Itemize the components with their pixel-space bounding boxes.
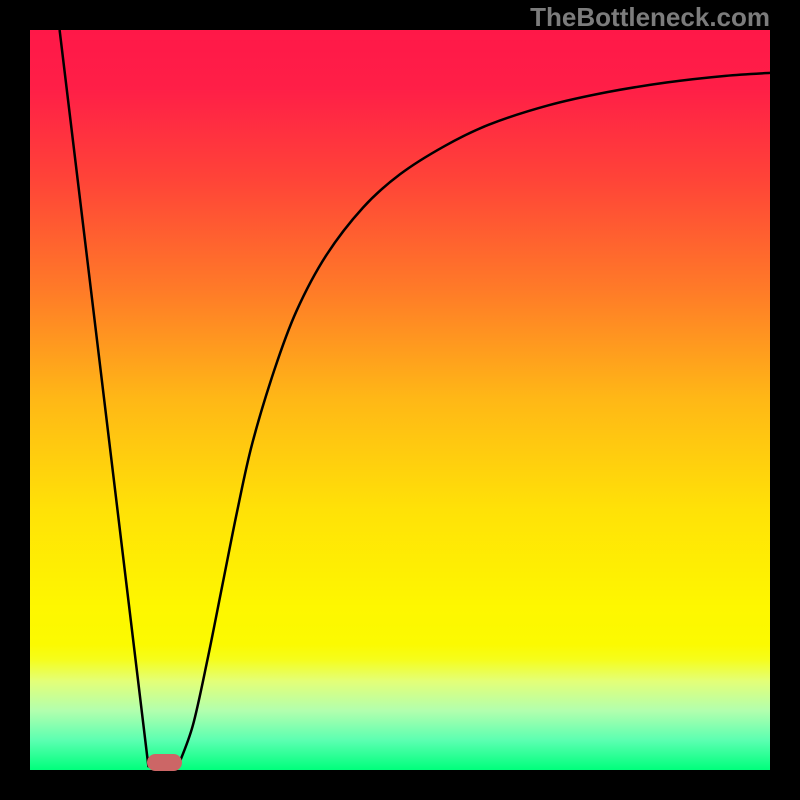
chart-container: TheBottleneck.com [0,0,800,800]
bottleneck-curve [60,30,770,766]
min-marker [147,754,182,771]
curve-layer [0,0,800,800]
